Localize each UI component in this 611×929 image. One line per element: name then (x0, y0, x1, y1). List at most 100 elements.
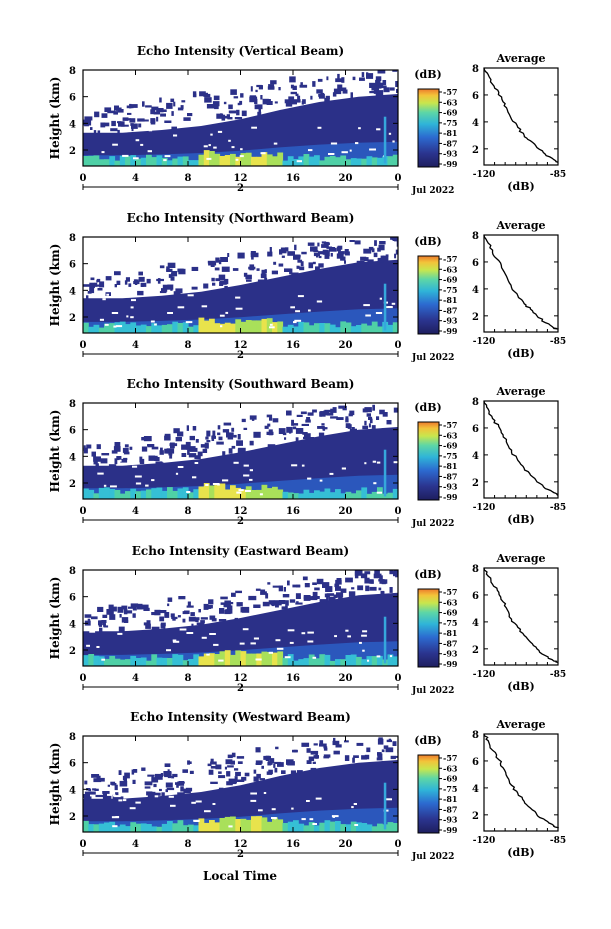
echo-cell-sparse (382, 412, 388, 417)
echo-cell-sparse (108, 464, 117, 467)
echo-cell-strong (308, 325, 315, 333)
echo-gap (341, 151, 348, 154)
echo-cell-sparse (97, 278, 101, 282)
echo-gap (204, 810, 211, 813)
echo-gap (306, 800, 310, 802)
echo-gap (331, 815, 339, 818)
echo-cell-sparse (393, 407, 398, 413)
date-label: Jul 2022 (411, 186, 454, 196)
echo-cell-sparse (287, 761, 295, 766)
echo-cell-strong (345, 655, 352, 666)
echo-gap (269, 326, 275, 329)
echo-cell-sparse (337, 84, 343, 90)
echo-heatmap (83, 737, 398, 832)
echo-cell-strong (266, 821, 273, 832)
echo-cell-sparse (114, 458, 118, 465)
echo-cell-sparse (217, 432, 221, 436)
echo-cell-sparse (206, 430, 211, 437)
echo-cell-sparse (231, 752, 236, 758)
colorbar-tick-label: -69 (443, 441, 458, 451)
echo-cell-sparse (122, 447, 129, 453)
echo-cell-sparse (234, 617, 238, 621)
echo-cell-sparse (107, 110, 116, 114)
echo-cell-sparse (315, 266, 320, 273)
colorbar-tick-label: -99 (443, 159, 458, 169)
echo-gap (328, 153, 335, 155)
avg-y-tick-label: 4 (472, 784, 479, 795)
echo-cell-strong (135, 823, 142, 832)
echo-cell-strong (350, 158, 357, 166)
echo-cell-sparse (83, 447, 88, 454)
echo-gap (251, 126, 257, 129)
echo-cell-sparse (318, 432, 325, 438)
echo-cell-sparse (144, 786, 151, 789)
echo-cell-sparse (190, 612, 195, 616)
echo-cell-sparse (274, 761, 281, 764)
echo-cell-strong (177, 323, 184, 333)
echo-cell-sparse (267, 444, 276, 449)
average-x-label: (dB) (507, 846, 534, 859)
echo-gap (115, 325, 123, 328)
echo-cell-sparse (151, 455, 158, 458)
echo-cell-sparse (389, 570, 393, 575)
echo-cell-sparse (177, 107, 184, 111)
echo-cell-sparse (189, 761, 192, 764)
echo-cell-strong (104, 487, 110, 499)
echo-cell-sparse (292, 749, 298, 753)
colorbar-tick-label: -57 (443, 254, 457, 264)
echo-cell-sparse (288, 96, 295, 101)
echo-cell-sparse (143, 607, 150, 611)
echo-cell-sparse (90, 127, 93, 130)
echo-cell-sparse (251, 256, 254, 260)
echo-gap (163, 159, 167, 162)
echo-cell-sparse (186, 445, 191, 450)
echo-gap (364, 462, 367, 465)
echo-cell-sparse (352, 757, 355, 763)
echo-heatmap (83, 70, 398, 166)
echo-cell-sparse (117, 606, 124, 613)
echo-cell-strong (361, 823, 368, 832)
echo-cell-strong (298, 493, 305, 499)
echo-cell-sparse (395, 81, 398, 87)
echo-cell-sparse (318, 263, 324, 268)
echo-cell-strong (93, 155, 100, 166)
echo-cell-sparse (84, 791, 90, 798)
echo-cell-sparse (306, 748, 311, 753)
echo-cell-strong (182, 156, 189, 166)
echo-cell-sparse (340, 256, 346, 261)
echo-cell-strong (83, 156, 89, 166)
echo-cell-sparse (396, 240, 398, 247)
echo-cell-sparse (295, 593, 301, 599)
echo-gap (151, 479, 155, 482)
echo-gap (185, 321, 193, 324)
echo-cell-sparse (281, 770, 286, 774)
echo-cell-strong (188, 160, 194, 166)
echo-cell-sparse (337, 73, 340, 80)
y-axis-label: Height (km) (48, 743, 62, 826)
echo-cell-strong (198, 818, 205, 832)
echo-cell-sparse (124, 280, 128, 285)
echo-gap (206, 157, 212, 160)
echo-cell-strong (350, 654, 357, 666)
echo-cell-sparse (167, 769, 170, 774)
average-frame (483, 567, 559, 666)
echo-cell-strong (188, 326, 194, 333)
echo-cell-sparse (300, 261, 304, 267)
echo-cell-sparse (97, 130, 101, 134)
echo-cell-sparse (366, 73, 374, 79)
echo-cell-strong (125, 826, 131, 832)
y-tick-label: 6 (69, 759, 76, 770)
echo-cell-sparse (291, 419, 294, 426)
echo-cell-sparse (324, 253, 330, 259)
echo-gap (119, 459, 122, 462)
echo-gap (349, 149, 352, 152)
echo-cell-strong (293, 820, 299, 832)
echo-cell-strong (356, 822, 362, 832)
echo-cell-sparse (265, 755, 270, 761)
echo-cell-sparse (150, 109, 156, 115)
echo-cell-sparse (170, 98, 175, 103)
echo-gap (258, 809, 263, 812)
echo-gap (89, 630, 96, 633)
echo-cell-sparse (169, 443, 178, 447)
echo-cell-sparse (289, 101, 297, 105)
